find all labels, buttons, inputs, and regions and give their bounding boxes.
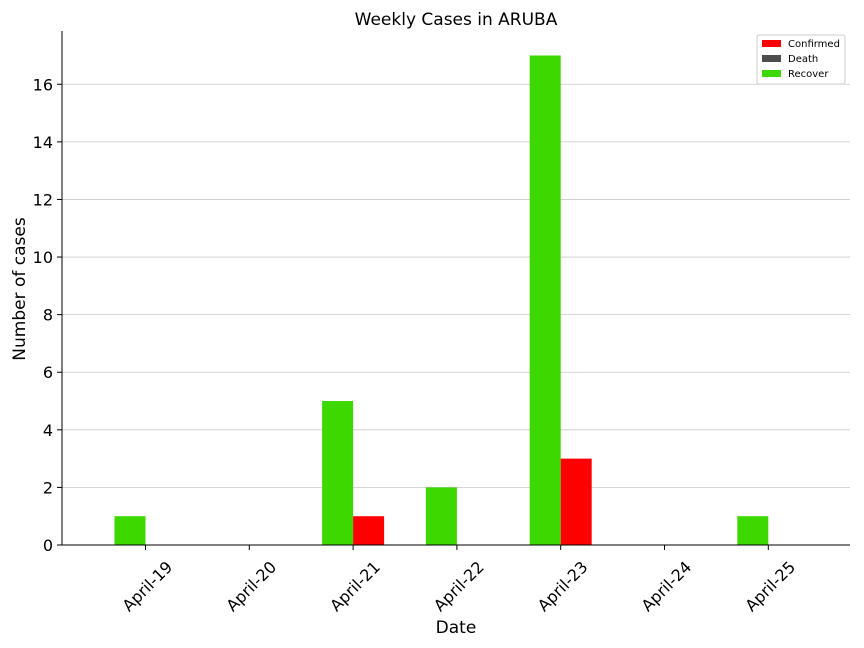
x-tick-label: April-25 (741, 557, 799, 615)
bar-recover (114, 516, 146, 545)
x-tick-label: April-19 (119, 557, 177, 615)
x-axis-title: Date (436, 618, 477, 638)
legend-swatch (762, 70, 781, 77)
bar-recover (322, 401, 354, 545)
y-tick-label: 10 (33, 248, 53, 267)
y-axis-title: Number of cases (10, 217, 30, 361)
y-tick-label: 12 (33, 190, 53, 209)
chart-title: Weekly Cases in ARUBA (355, 10, 558, 30)
y-ticks: 0 2 4 6 8 10 12 14 16 (33, 75, 62, 555)
y-tick-label: 2 (43, 478, 53, 497)
axes (61, 31, 850, 546)
y-tick-label: 4 (43, 421, 53, 440)
x-tick-label: April-20 (222, 557, 280, 615)
y-tick-label: 16 (33, 75, 53, 94)
x-tick-label: April-23 (534, 557, 592, 615)
bars (114, 55, 769, 545)
y-tick-label: 14 (33, 133, 53, 152)
x-ticks: April-19 April-20 April-21 April-22 April-23… (119, 545, 799, 615)
y-tick-label: 0 (43, 536, 53, 555)
x-tick-label: April-21 (326, 557, 384, 615)
legend-swatch (762, 55, 781, 62)
legend-swatch (762, 40, 781, 47)
gridlines (62, 83, 850, 488)
bar-recover (425, 487, 457, 545)
x-tick-label: April-24 (638, 557, 696, 615)
y-tick-label: 6 (43, 363, 53, 382)
legend-label: Recover (788, 69, 829, 80)
x-tick-label: April-22 (430, 557, 488, 615)
legend-label: Confirmed (788, 39, 840, 50)
bar-confirmed (353, 516, 385, 545)
bar-confirmed (560, 458, 592, 545)
legend: Confirmed Death Recover (756, 34, 846, 85)
legend-label: Death (788, 54, 818, 65)
bar-recover (529, 55, 561, 545)
bar-recover (737, 516, 769, 545)
y-tick-label: 8 (43, 306, 53, 325)
